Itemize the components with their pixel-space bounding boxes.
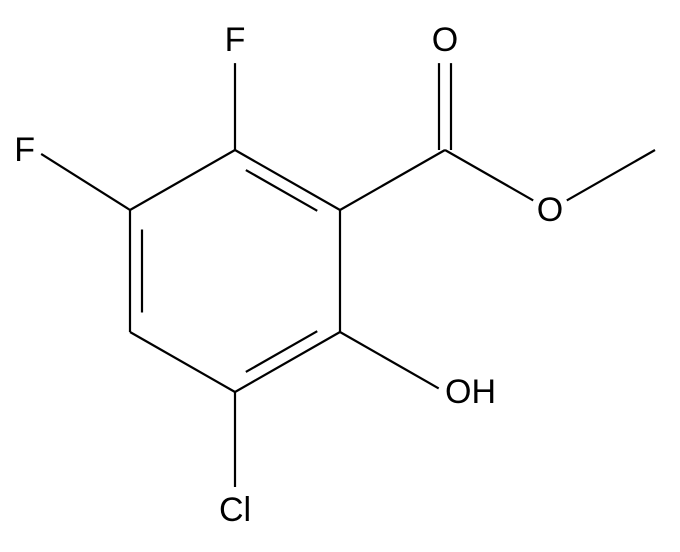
molecule-diagram: O O F F OH Cl (0, 0, 680, 552)
atom-label-o9: O (537, 191, 563, 229)
atom-label-cl14: Cl (219, 491, 251, 529)
atom-label-o13: OH (445, 373, 496, 411)
atom-label-f11: F (225, 21, 246, 59)
atom-label-o8: O (432, 21, 458, 59)
atom-label-f12: F (14, 131, 35, 169)
